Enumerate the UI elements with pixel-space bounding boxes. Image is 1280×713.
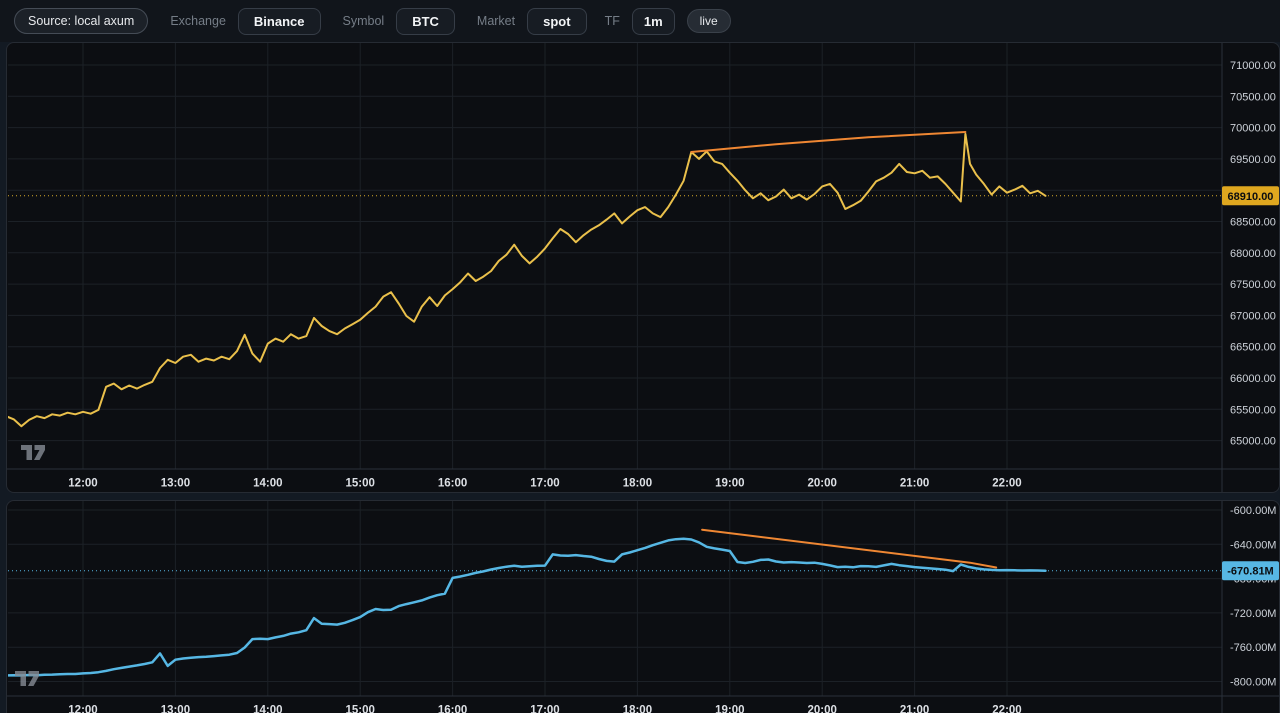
- y-tick-label: -800.00M: [1230, 677, 1276, 689]
- trading-app: Source: local axum Exchange Binance Symb…: [0, 0, 1280, 713]
- time-label: 14:00: [253, 705, 282, 713]
- time-label: 22:00: [992, 478, 1021, 490]
- time-label: 19:00: [715, 478, 744, 490]
- last-value-label: -670.81M: [1227, 566, 1273, 578]
- time-label: 12:00: [68, 478, 97, 490]
- exchange-label: Exchange: [170, 14, 226, 28]
- time-label: 18:00: [623, 705, 652, 713]
- y-tick-label: 70500.00: [1230, 91, 1276, 103]
- y-tick-label: 65000.00: [1230, 436, 1276, 448]
- time-label: 20:00: [807, 478, 836, 490]
- timeframe-select[interactable]: 1m: [632, 8, 675, 35]
- source-pill[interactable]: Source: local axum: [14, 8, 148, 34]
- y-tick-label: 70000.00: [1230, 123, 1276, 135]
- y-tick-label: 66000.00: [1230, 373, 1276, 385]
- time-label: 19:00: [715, 705, 744, 713]
- y-tick-label: 65500.00: [1230, 404, 1276, 416]
- y-tick-label: 67500.00: [1230, 279, 1276, 291]
- y-tick-label: 71000.00: [1230, 60, 1276, 72]
- tradingview-logo-icon[interactable]: [21, 445, 45, 460]
- btc-price-line: [7, 134, 1046, 426]
- cumulative-volume-delta-line: [7, 539, 1046, 676]
- delta-chart-pane: -600.00M-640.00M-680.00M-720.00M-760.00M…: [6, 500, 1280, 713]
- time-label: 16:00: [438, 478, 467, 490]
- live-badge[interactable]: live: [687, 9, 731, 33]
- y-tick-label: 66500.00: [1230, 342, 1276, 354]
- y-tick-label: -640.00M: [1230, 539, 1276, 551]
- delta-chart[interactable]: -600.00M-640.00M-680.00M-720.00M-760.00M…: [7, 501, 1279, 713]
- exchange-select[interactable]: Binance: [238, 8, 321, 35]
- time-label: 20:00: [807, 705, 836, 713]
- time-label: 14:00: [253, 478, 282, 490]
- price-chart[interactable]: 71000.0070500.0070000.0069500.0069000.00…: [7, 43, 1279, 492]
- time-label: 17:00: [530, 705, 559, 713]
- bearish-divergence-trendline-line: [691, 132, 965, 152]
- time-label: 22:00: [992, 705, 1021, 713]
- y-tick-label: 68000.00: [1230, 248, 1276, 260]
- market-select[interactable]: spot: [527, 8, 586, 35]
- time-label: 15:00: [345, 478, 374, 490]
- time-label: 17:00: [530, 478, 559, 490]
- market-label: Market: [477, 14, 515, 28]
- time-label: 21:00: [900, 705, 929, 713]
- toolbar: Source: local axum Exchange Binance Symb…: [0, 0, 1280, 42]
- time-label: 18:00: [623, 478, 652, 490]
- symbol-select[interactable]: BTC: [396, 8, 455, 35]
- time-label: 21:00: [900, 478, 929, 490]
- timeframe-label: TF: [605, 14, 620, 28]
- y-tick-label: -760.00M: [1230, 642, 1276, 654]
- y-tick-label: 67000.00: [1230, 310, 1276, 322]
- symbol-label: Symbol: [343, 14, 385, 28]
- price-chart-pane: 71000.0070500.0070000.0069500.0069000.00…: [6, 42, 1280, 493]
- y-tick-label: -600.00M: [1230, 505, 1276, 517]
- time-label: 13:00: [161, 705, 190, 713]
- last-value-label: 68910.00: [1228, 191, 1274, 203]
- time-label: 16:00: [438, 705, 467, 713]
- y-tick-label: 69500.00: [1230, 154, 1276, 166]
- y-tick-label: -720.00M: [1230, 608, 1276, 620]
- time-label: 13:00: [161, 478, 190, 490]
- y-tick-label: 68500.00: [1230, 217, 1276, 229]
- tradingview-logo-icon[interactable]: [15, 671, 39, 686]
- time-label: 12:00: [68, 705, 97, 713]
- time-label: 15:00: [345, 705, 374, 713]
